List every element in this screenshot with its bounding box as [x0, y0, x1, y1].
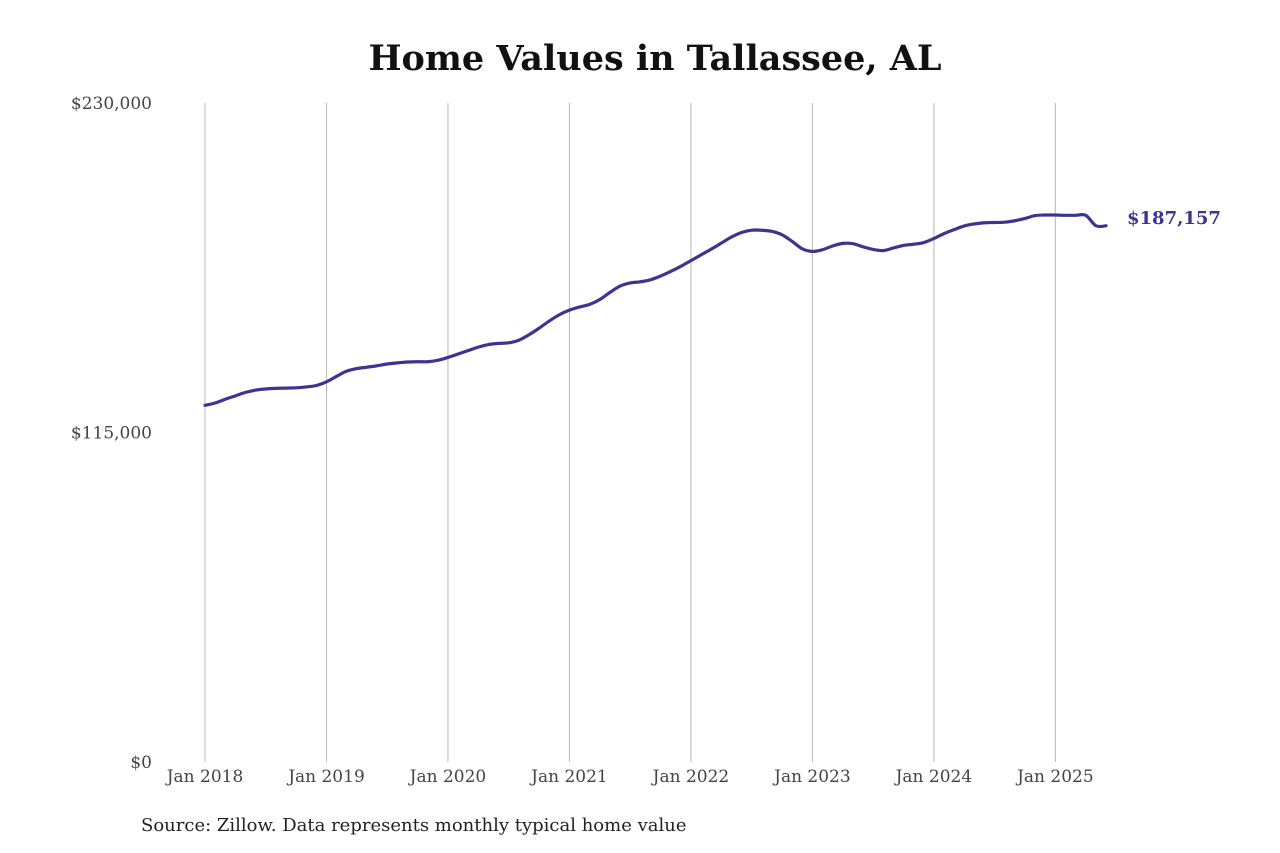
x-tick-label: Jan 2018	[165, 767, 244, 787]
grid-lines	[204, 103, 1056, 762]
y-axis: $0 $115,000 $230,000	[71, 94, 152, 773]
series-line	[203, 212, 1108, 407]
series-layer: $187,157	[203, 208, 1221, 407]
x-axis: Jan 2018 Jan 2019 Jan 2020 Jan 2021 Jan 2022…	[165, 767, 1094, 787]
x-tick-label: Jan 2022	[651, 767, 730, 787]
x-tick-label: Jan 2020	[408, 767, 487, 787]
y-tick-label: $230,000	[71, 94, 152, 114]
source-note: Source: Zillow. Data represents monthly …	[141, 815, 687, 836]
end-value-label: $187,157	[1127, 208, 1221, 229]
chart-title: Home Values in Tallassee, AL	[368, 38, 942, 79]
x-tick-label: Jan 2021	[529, 767, 608, 787]
x-tick-label: Jan 2024	[894, 767, 973, 787]
x-tick-label: Jan 2025	[1015, 767, 1094, 787]
y-tick-label: $115,000	[71, 424, 152, 444]
y-tick-label: $0	[130, 753, 152, 773]
x-tick-label: Jan 2019	[286, 767, 365, 787]
x-tick-label: Jan 2023	[772, 767, 851, 787]
